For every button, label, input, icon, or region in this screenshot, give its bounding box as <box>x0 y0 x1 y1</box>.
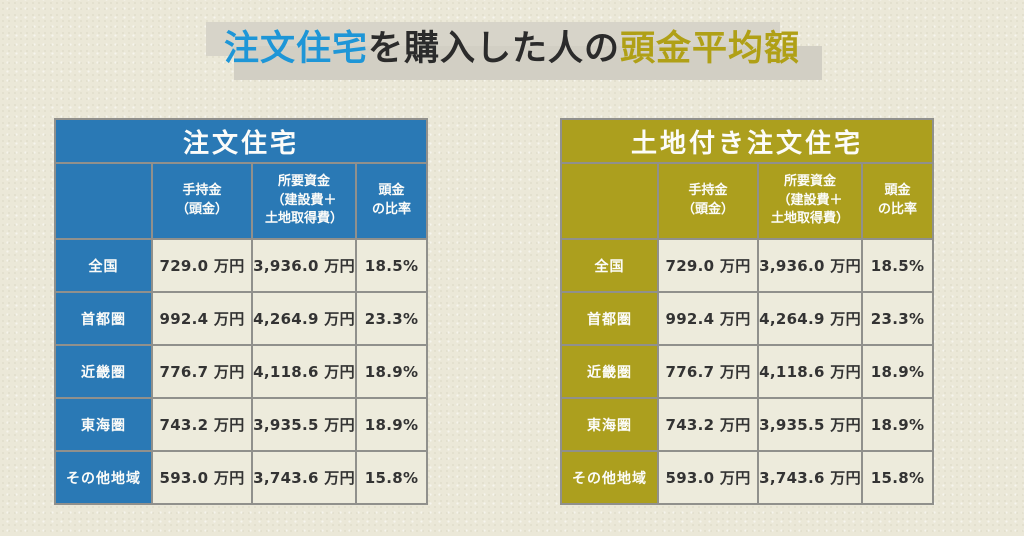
cell-required: 3,935.5 万円 <box>251 397 357 452</box>
land-custom-home-table: 土地付き注文住宅 手持金 （頭金） 所要資金 （建設費＋ 土地取得費） 頭金 の… <box>559 118 935 505</box>
cell-ratio: 18.9% <box>860 397 935 452</box>
table-row: 近畿圏 776.7 万円 4,118.6 万円 18.9% <box>54 344 429 399</box>
column-header-cash: 手持金 （頭金） <box>151 162 253 240</box>
column-header-ratio: 頭金 の比率 <box>860 162 935 240</box>
cell-cash: 776.7 万円 <box>657 344 759 399</box>
cell-required: 3,743.6 万円 <box>757 450 863 505</box>
table-row: その他地域 593.0 万円 3,743.6 万円 15.8% <box>54 450 429 505</box>
table-row: 首都圏 992.4 万円 4,264.9 万円 23.3% <box>54 291 429 346</box>
table-row: 東海圏 743.2 万円 3,935.5 万円 18.9% <box>54 397 429 452</box>
custom-home-table: 注文住宅 手持金 （頭金） 所要資金 （建設費＋ 土地取得費） 頭金 の比率 全… <box>53 118 429 505</box>
row-label: その他地域 <box>560 450 659 505</box>
cell-required: 4,118.6 万円 <box>251 344 357 399</box>
row-label: その他地域 <box>54 450 153 505</box>
column-header-row: 手持金 （頭金） 所要資金 （建設費＋ 土地取得費） 頭金 の比率 <box>560 162 935 240</box>
row-label: 全国 <box>54 238 153 293</box>
cell-ratio: 18.9% <box>860 344 935 399</box>
cell-required: 4,264.9 万円 <box>757 291 863 346</box>
page-title-wrap: 注文住宅を購入した人の頭金平均額 <box>0 22 1024 80</box>
row-label: 近畿圏 <box>54 344 153 399</box>
table-row: 全国 729.0 万円 3,936.0 万円 18.5% <box>54 238 429 293</box>
row-label: 首都圏 <box>54 291 153 346</box>
cell-cash: 992.4 万円 <box>657 291 759 346</box>
table-row: 東海圏 743.2 万円 3,935.5 万円 18.9% <box>560 397 935 452</box>
cell-ratio: 18.5% <box>354 238 429 293</box>
row-label: 全国 <box>560 238 659 293</box>
cell-required: 4,118.6 万円 <box>757 344 863 399</box>
column-header-ratio: 頭金 の比率 <box>354 162 429 240</box>
column-header-cash: 手持金 （頭金） <box>657 162 759 240</box>
title-part-middle-text: を購入した人の <box>367 29 620 69</box>
cell-required: 3,936.0 万円 <box>757 238 863 293</box>
table-title: 注文住宅 <box>53 118 429 164</box>
title-highlight-band-bottom <box>233 46 823 80</box>
cell-cash: 776.7 万円 <box>151 344 253 399</box>
title-part-down-payment: 頭金平均額 <box>620 29 801 69</box>
cell-cash: 729.0 万円 <box>657 238 759 293</box>
cell-cash: 593.0 万円 <box>151 450 253 505</box>
cell-cash: 992.4 万円 <box>151 291 253 346</box>
page-title: 注文住宅を購入した人の頭金平均額 <box>205 22 823 80</box>
cell-required: 3,935.5 万円 <box>757 397 863 452</box>
table-title-row: 注文住宅 <box>53 118 429 164</box>
cell-ratio: 23.3% <box>860 291 935 346</box>
row-label: 首都圏 <box>560 291 659 346</box>
column-header-required: 所要資金 （建設費＋ 土地取得費） <box>757 162 863 240</box>
row-label: 東海圏 <box>560 397 659 452</box>
table-title: 土地付き注文住宅 <box>559 118 935 164</box>
cell-ratio: 15.8% <box>354 450 429 505</box>
table-row: 首都圏 992.4 万円 4,264.9 万円 23.3% <box>560 291 935 346</box>
table-row: 全国 729.0 万円 3,936.0 万円 18.5% <box>560 238 935 293</box>
cell-required: 3,936.0 万円 <box>251 238 357 293</box>
corner-cell <box>560 162 659 240</box>
cell-ratio: 18.9% <box>354 397 429 452</box>
row-label: 近畿圏 <box>560 344 659 399</box>
cell-cash: 743.2 万円 <box>657 397 759 452</box>
cell-ratio: 15.8% <box>860 450 935 505</box>
cell-cash: 729.0 万円 <box>151 238 253 293</box>
column-header-required: 所要資金 （建設費＋ 土地取得費） <box>251 162 357 240</box>
cell-cash: 593.0 万円 <box>657 450 759 505</box>
corner-cell <box>54 162 153 240</box>
cell-required: 4,264.9 万円 <box>251 291 357 346</box>
cell-required: 3,743.6 万円 <box>251 450 357 505</box>
cell-ratio: 23.3% <box>354 291 429 346</box>
table-row: その他地域 593.0 万円 3,743.6 万円 15.8% <box>560 450 935 505</box>
cell-cash: 743.2 万円 <box>151 397 253 452</box>
table-title-row: 土地付き注文住宅 <box>559 118 935 164</box>
cell-ratio: 18.5% <box>860 238 935 293</box>
cell-ratio: 18.9% <box>354 344 429 399</box>
row-label: 東海圏 <box>54 397 153 452</box>
column-header-row: 手持金 （頭金） 所要資金 （建設費＋ 土地取得費） 頭金 の比率 <box>54 162 429 240</box>
title-part-custom-home: 注文住宅 <box>223 29 368 69</box>
table-row: 近畿圏 776.7 万円 4,118.6 万円 18.9% <box>560 344 935 399</box>
